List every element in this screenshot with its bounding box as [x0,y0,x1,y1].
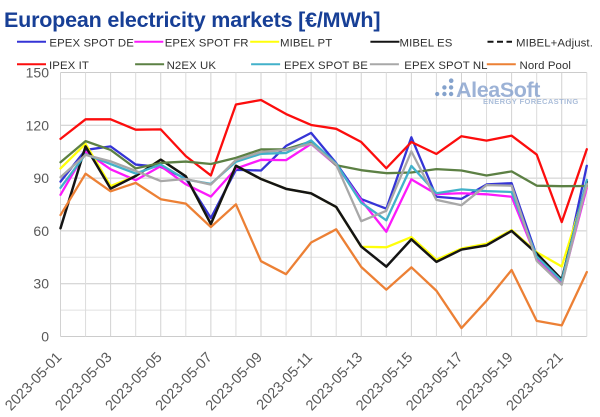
svg-text:MIBEL PT: MIBEL PT [280,37,332,49]
svg-text:EPEX SPOT BE: EPEX SPOT BE [284,60,368,72]
svg-text:150: 150 [26,65,50,81]
svg-text:Nord Pool: Nord Pool [520,60,572,72]
svg-text:EPEX SPOT FR: EPEX SPOT FR [165,37,249,49]
svg-text:MIBEL ES: MIBEL ES [400,37,453,49]
svg-text:IPEX IT: IPEX IT [49,60,89,72]
svg-text:AleaSoft: AleaSoft [456,78,540,102]
svg-text:90: 90 [33,170,49,186]
svg-text:N2EX UK: N2EX UK [167,60,217,72]
svg-text:European electricity markets [: European electricity markets [€/MWh] [4,8,380,32]
svg-text:MIBEL+Adjust.: MIBEL+Adjust. [516,37,593,49]
svg-text:120: 120 [26,117,50,133]
svg-text:0: 0 [41,329,49,345]
svg-text:30: 30 [33,276,49,292]
svg-text:EPEX SPOT NL: EPEX SPOT NL [404,60,487,72]
svg-text:EPEX SPOT DE: EPEX SPOT DE [49,37,134,49]
svg-text:ENERGY FORECASTING: ENERGY FORECASTING [483,97,579,106]
svg-text:60: 60 [33,223,49,239]
